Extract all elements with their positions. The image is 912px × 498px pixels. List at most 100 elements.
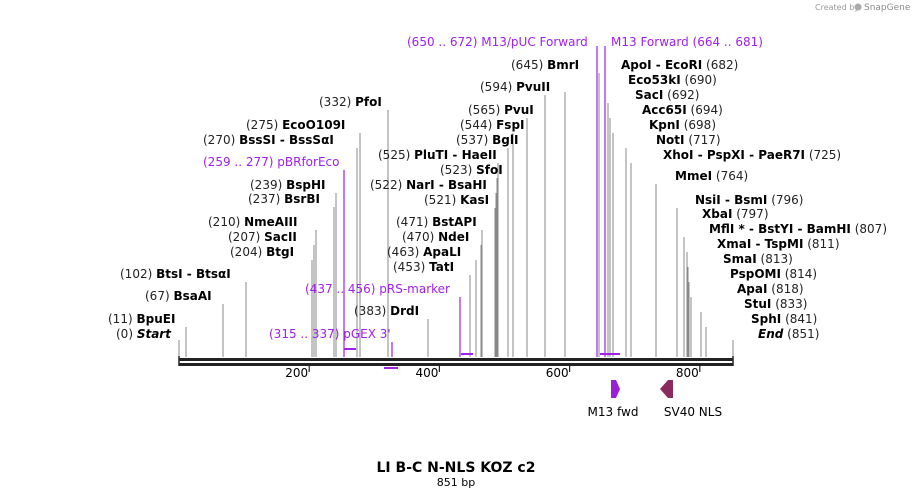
site-position: (764) — [716, 169, 748, 183]
site-label[interactable]: (523) SfoI — [440, 163, 503, 177]
site-label[interactable]: (207) SacII — [228, 230, 297, 244]
site-label[interactable]: (522) NarI - BsaHI — [370, 178, 487, 192]
site-label[interactable]: KpnI (698) — [649, 118, 716, 132]
site-label[interactable]: (383) DrdI — [354, 304, 419, 318]
enzyme-name: BglI — [492, 133, 518, 147]
site-label[interactable]: (537) BglI — [456, 133, 518, 147]
enzyme-name: ApaI — [737, 282, 767, 296]
site-label[interactable]: ApoI - EcoRI (682) — [621, 58, 738, 72]
site-label[interactable]: (11) BpuEI — [108, 312, 175, 326]
site-label[interactable]: (565) PvuI — [468, 103, 534, 117]
site-label[interactable]: MflI * - BstYI - BamHI (807) — [709, 222, 887, 236]
backbone-top-strand — [179, 358, 733, 361]
credit-text: Created by — [815, 3, 859, 12]
enzyme-name: pBRforEco — [277, 155, 339, 169]
site-label[interactable]: Eco53kI (690) — [628, 73, 717, 87]
feature-label-sv40-nls: SV40 NLS — [664, 405, 722, 419]
site-label[interactable]: (332) PfoI — [319, 95, 382, 109]
site-position: (664 .. 681) — [693, 35, 763, 49]
primer-label[interactable]: (315 .. 337) pGEX 3' — [269, 327, 391, 341]
primer-label[interactable]: (259 .. 277) pBRforEco — [203, 155, 339, 169]
enzyme-name: XbaI — [702, 207, 732, 221]
enzyme-name: FspI — [496, 118, 524, 132]
primer-label[interactable]: (437 .. 456) pRS-marker — [305, 282, 450, 296]
site-position: (67) — [145, 289, 170, 303]
enzyme-name: NarI — [406, 178, 435, 192]
enzyme-name: End — [758, 327, 784, 341]
site-position: (332) — [319, 95, 351, 109]
name-separator: - — [652, 58, 665, 72]
site-label[interactable]: (210) NmeAIII — [208, 215, 297, 229]
site-position: (237) — [248, 192, 280, 206]
site-label[interactable]: (67) BsaAI — [145, 289, 212, 303]
site-label[interactable]: (275) EcoO109I — [246, 118, 345, 132]
site-position: (523) — [440, 163, 472, 177]
primer-label[interactable]: (650 .. 672) M13/pUC Forward — [407, 35, 588, 49]
site-label[interactable]: XmaI - TspMI (811) — [717, 237, 840, 251]
site-label[interactable]: (463) ApaLI — [387, 245, 461, 259]
feature-sv40-nls[interactable]: SV40 NLS — [660, 380, 722, 419]
site-label[interactable]: SmaI (813) — [723, 252, 793, 266]
site-label[interactable]: (645) BmrI — [511, 58, 579, 72]
site-label[interactable]: NsiI - BsmI (796) — [695, 193, 803, 207]
site-label[interactable]: NotI (717) — [656, 133, 721, 147]
site-label[interactable]: (270) BssSI - BssSαI — [203, 133, 334, 147]
site-label[interactable]: MmeI (764) — [675, 169, 748, 183]
site-label[interactable]: End (851) — [758, 327, 819, 341]
enzyme-name: PaeR7I — [758, 148, 805, 162]
enzyme-name: SfoI — [476, 163, 503, 177]
site-position: (275) — [246, 118, 278, 132]
site-label[interactable]: (204) BtgI — [230, 245, 294, 259]
site-label[interactable]: (471) BstAPI — [396, 215, 477, 229]
primer-label[interactable]: M13 Forward (664 .. 681) — [611, 35, 763, 49]
site-position: (717) — [688, 133, 720, 147]
site-position: (383) — [354, 304, 386, 318]
enzyme-name: PspXI — [707, 148, 745, 162]
site-label[interactable]: (470) NdeI — [402, 230, 469, 244]
site-label[interactable]: XbaI (797) — [702, 207, 769, 221]
name-separator: - — [793, 222, 806, 236]
site-label[interactable]: (525) PluTI - HaeII — [378, 148, 497, 162]
sv40-nls-arrow-icon[interactable] — [660, 380, 673, 398]
enzyme-name: BspHI — [286, 178, 325, 192]
site-label[interactable]: SacI (692) — [635, 88, 699, 102]
site-label[interactable]: (102) BtsI - BtsαI — [120, 267, 231, 281]
enzyme-name: ApaLI — [423, 245, 461, 259]
site-position: (650 .. 672) — [407, 35, 477, 49]
site-label[interactable]: (237) BsrBI — [248, 192, 320, 206]
site-position: (813) — [761, 252, 793, 266]
site-position: (682) — [706, 58, 738, 72]
site-label[interactable]: Acc65I (694) — [642, 103, 723, 117]
snapgene-credit: Created by SnapGene — [815, 3, 911, 13]
axis-tick-label: 800 — [676, 366, 699, 380]
site-label[interactable]: PspOMI (814) — [730, 267, 817, 281]
enzyme-name: EcoRI — [665, 58, 702, 72]
site-label[interactable]: (594) PvuII — [480, 80, 550, 94]
enzyme-name: MmeI — [675, 169, 712, 183]
enzyme-name: BtsαI — [196, 267, 231, 281]
site-label[interactable]: (521) KasI — [424, 193, 489, 207]
site-label[interactable]: (0) Start — [116, 327, 172, 341]
enzyme-name: SacII — [264, 230, 297, 244]
site-label[interactable]: (544) FspI — [460, 118, 525, 132]
site-position: (270) — [203, 133, 235, 147]
site-label[interactable]: (239) BspHI — [250, 178, 326, 192]
feature-label-m13-fwd: M13 fwd — [588, 405, 639, 419]
site-position: (259 .. 277) — [203, 155, 273, 169]
site-position: (0) — [116, 327, 133, 341]
site-label[interactable]: (453) TatI — [393, 260, 454, 274]
site-label[interactable]: SphI (841) — [751, 312, 817, 326]
site-position: (807) — [855, 222, 887, 236]
axis-tick-label: 400 — [415, 366, 438, 380]
site-position: (796) — [771, 193, 803, 207]
site-label[interactable]: ApaI (818) — [737, 282, 804, 296]
m13-fwd-arrow-icon[interactable] — [611, 380, 620, 398]
enzyme-name: BtgI — [266, 245, 294, 259]
feature-m13-fwd[interactable]: M13 fwd — [588, 380, 639, 419]
enzyme-name: BsrBI — [284, 192, 320, 206]
axis-tick-label: 600 — [546, 366, 569, 380]
name-separator: - — [448, 148, 461, 162]
site-label[interactable]: XhoI - PspXI - PaeR7I (725) — [663, 148, 841, 162]
name-separator: - — [694, 148, 707, 162]
site-label[interactable]: StuI (833) — [744, 297, 808, 311]
